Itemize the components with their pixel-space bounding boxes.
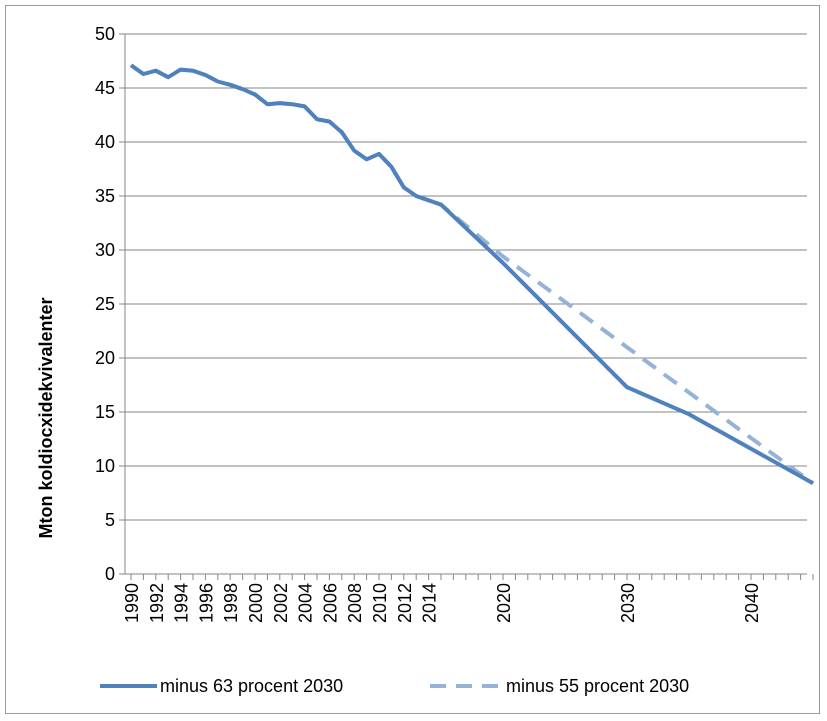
x-tick-label: 1998	[221, 583, 241, 623]
x-tick-label: 2004	[296, 583, 316, 623]
series-line-1	[129, 63, 814, 486]
y-tick-label: 15	[95, 402, 115, 422]
legend: minus 63 procent 2030 minus 55 procent 20…	[100, 676, 689, 696]
x-tick-label: 2010	[370, 583, 390, 623]
axes	[119, 33, 814, 580]
y-tick-label: 10	[95, 456, 115, 476]
y-tick-label: 5	[105, 510, 115, 530]
y-tick-label: 30	[95, 240, 115, 260]
x-tick-label: 2006	[320, 583, 340, 623]
x-tick-label: 2008	[345, 583, 365, 623]
legend-label-2: minus 55 procent 2030	[506, 676, 689, 696]
y-tick-label: 0	[105, 564, 115, 584]
x-tick-label: 2020	[494, 583, 514, 623]
tick-labels: 0 5 10 15 20 25 30 35 40 45 50 1990 1992 1994 1996 1998…	[95, 24, 762, 623]
y-tick-label: 50	[95, 24, 115, 44]
y-axis-title: Mton koldiocxidekvivalenter	[36, 297, 56, 538]
x-tick-label: 2012	[395, 583, 415, 623]
y-tick-label: 45	[95, 78, 115, 98]
x-tick-label: 2000	[246, 583, 266, 623]
series-line-2	[129, 63, 815, 485]
y-tick-label: 40	[95, 132, 115, 152]
x-tick-label: 2014	[420, 583, 440, 623]
series-lines	[129, 63, 815, 486]
x-tick-label: 2040	[742, 583, 762, 623]
x-tick-label: 2002	[271, 583, 291, 623]
x-tick-label: 1990	[122, 583, 142, 623]
x-tick-label: 1992	[147, 583, 167, 623]
x-tick-label: 2030	[618, 583, 638, 623]
legend-label-1: minus 63 procent 2030	[160, 676, 343, 696]
gridlines	[125, 33, 807, 521]
y-tick-label: 20	[95, 348, 115, 368]
x-tick-label: 1994	[172, 583, 192, 623]
x-tick-label: 1996	[196, 583, 216, 623]
y-tick-label: 25	[95, 294, 115, 314]
y-tick-label: 35	[95, 186, 115, 206]
chart-frame	[5, 5, 820, 714]
